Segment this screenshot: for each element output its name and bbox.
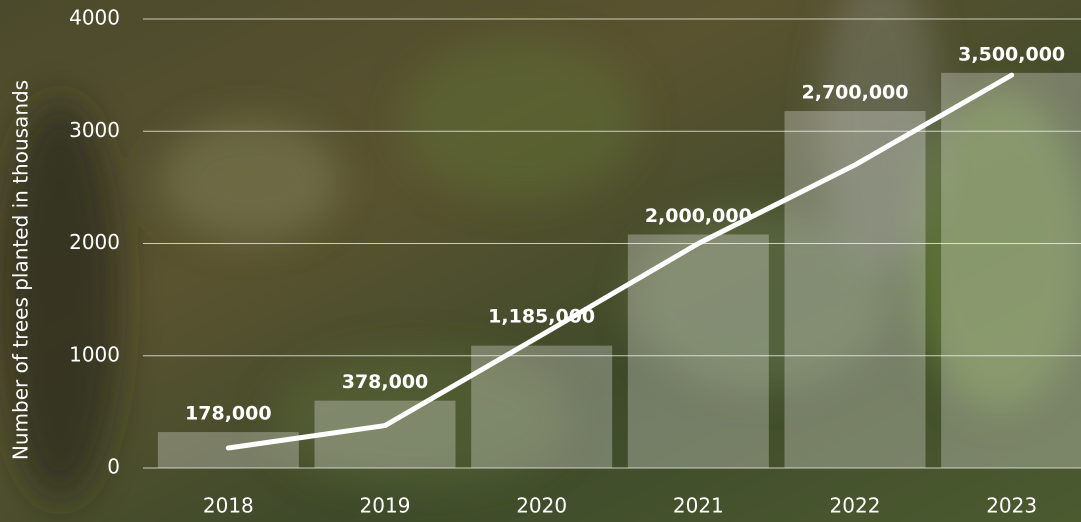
- x-tick-label: 2023: [986, 494, 1037, 518]
- chart: Number of trees planted in thousands 0 10…: [0, 0, 1081, 522]
- data-label: 2,000,000: [645, 205, 752, 227]
- data-label: 178,000: [185, 403, 272, 425]
- x-tick-label: 2021: [673, 494, 724, 518]
- data-label: 378,000: [342, 371, 429, 393]
- y-tick-label: 0: [107, 455, 120, 479]
- x-tick-label: 2019: [360, 494, 411, 518]
- x-tick-label: 2020: [516, 494, 567, 518]
- data-label: 3,500,000: [958, 43, 1065, 65]
- data-label: 1,185,000: [488, 305, 595, 327]
- y-tick-label: 4000: [69, 6, 120, 30]
- y-tick-label: 1000: [69, 342, 120, 366]
- y-axis-label: Number of trees planted in thousands: [9, 80, 33, 460]
- x-tick-label: 2018: [203, 494, 254, 518]
- y-tick-label: 2000: [69, 230, 120, 254]
- y-tick-label: 3000: [69, 118, 120, 142]
- data-label: 2,700,000: [802, 82, 909, 104]
- x-tick-label: 2022: [830, 494, 881, 518]
- bar: [941, 73, 1081, 468]
